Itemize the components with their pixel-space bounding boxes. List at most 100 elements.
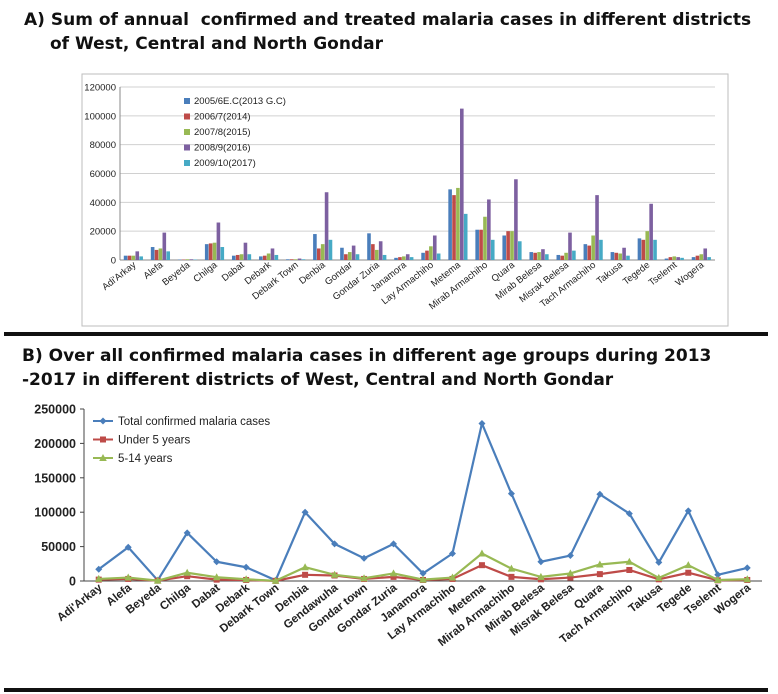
chart-b-5-14-years-point bbox=[212, 573, 221, 581]
bottom-divider bbox=[4, 688, 768, 692]
chart-a-bar bbox=[432, 235, 437, 260]
chart-a-bar bbox=[123, 255, 128, 260]
chart-b-legend-label: 5-14 years bbox=[118, 453, 173, 465]
chart-b-total-confirmed-malaria-cases-point bbox=[419, 569, 427, 577]
chart-b-total-confirmed-malaria-cases-line bbox=[98, 422, 748, 582]
chart-a-bar bbox=[668, 257, 673, 260]
chart-a-bar bbox=[637, 238, 642, 260]
chart-b-5-14-years-point bbox=[153, 576, 162, 584]
chart-b-x-tick-label: Adi'Arkay bbox=[55, 582, 105, 625]
chart-a-bar bbox=[220, 247, 225, 260]
chart-a-bar bbox=[587, 245, 592, 260]
chart-a-legend-swatch bbox=[184, 129, 190, 135]
chart-b-under-5-years-point bbox=[302, 571, 309, 578]
chart-a-bar bbox=[402, 256, 406, 260]
chart-a-bar bbox=[367, 233, 371, 260]
chart-a-bar bbox=[707, 257, 711, 260]
chart-a-bar bbox=[301, 259, 306, 260]
chart-a-bar bbox=[259, 256, 263, 260]
chart-b-total-confirmed-malaria-cases-point bbox=[625, 510, 633, 518]
chart-a-bar bbox=[247, 254, 252, 260]
chart-a-bar bbox=[270, 248, 275, 260]
chart-a-bar bbox=[297, 258, 302, 260]
chart-b-total-confirmed-malaria-cases-point bbox=[743, 564, 751, 572]
panel-a-title-line2: of West, Central and North Gondar bbox=[50, 34, 383, 54]
chart-a-bar bbox=[572, 250, 576, 260]
chart-a-bar bbox=[541, 249, 545, 260]
chart-a-bar bbox=[490, 239, 495, 260]
chart-a-bar bbox=[610, 252, 615, 260]
chart-a-bar bbox=[131, 255, 136, 260]
chart-a-bar bbox=[460, 108, 464, 260]
chart-a-bar bbox=[266, 253, 271, 260]
chart-a-bar bbox=[691, 257, 696, 260]
chart-b-5-14-years-point bbox=[183, 568, 191, 576]
chart-b-5-14-years-point bbox=[301, 563, 309, 571]
chart-b-total-confirmed-malaria-cases-point bbox=[390, 540, 398, 548]
chart-b-5-14-years-point bbox=[360, 574, 368, 582]
panel-b-title-line1: B) Over all confirmed malaria cases in d… bbox=[22, 346, 712, 366]
chart-b-5-14-years-point bbox=[448, 573, 457, 581]
chart-a-x-tick-label: Beyeda bbox=[160, 259, 193, 288]
chart-a-bar bbox=[243, 242, 248, 260]
chart-b-under-5-years-point bbox=[478, 562, 485, 569]
chart-b-5-14-years-point bbox=[596, 560, 604, 568]
chart-a-bar bbox=[695, 255, 700, 260]
chart-b-5-14-years-point bbox=[684, 561, 693, 569]
chart-b-total-confirmed-malaria-cases-point bbox=[301, 508, 309, 516]
chart-a-bar bbox=[135, 251, 140, 260]
chart-b-5-14-years-point bbox=[271, 576, 280, 584]
chart-a-bar bbox=[487, 199, 491, 260]
chart-b-total-confirmed-malaria-cases-point bbox=[507, 490, 515, 498]
chart-b-total-confirmed-malaria-cases-point bbox=[331, 540, 339, 548]
chart-a-bar bbox=[429, 246, 433, 260]
chart-b-total-confirmed-malaria-cases-point bbox=[596, 490, 604, 498]
chart-a-y-tick-label: 60000 bbox=[90, 169, 116, 180]
chart-a-bar bbox=[166, 251, 171, 260]
chart-a-bar bbox=[204, 244, 209, 260]
chart-a-bar bbox=[398, 257, 402, 260]
chart-a-legend-label: 2009/10(2017) bbox=[194, 158, 256, 169]
chart-b-y-tick-label: 50000 bbox=[41, 540, 76, 554]
chart-b-y-tick-label: 0 bbox=[69, 575, 76, 589]
chart-b-legend-marker bbox=[100, 436, 106, 443]
chart-a-bar bbox=[556, 254, 561, 260]
chart-a-bar bbox=[351, 245, 356, 260]
chart-a-legend-label: 2006/7(2014) bbox=[194, 112, 251, 123]
chart-b-under-5-years-point bbox=[596, 571, 603, 578]
chart-a-bar bbox=[622, 247, 626, 260]
chart-b-total-confirmed-malaria-cases-point bbox=[655, 558, 663, 566]
chart-a-bar bbox=[506, 231, 510, 260]
chart-b-5-14-years-point bbox=[330, 570, 339, 578]
chart-a-bar bbox=[154, 249, 159, 260]
chart-a-x-tick-label: Takusa bbox=[595, 259, 626, 287]
chart-b-5-14-years-point bbox=[94, 574, 103, 582]
chart-b-5-14-years-point bbox=[478, 549, 486, 557]
chart-a-frame bbox=[81, 73, 729, 327]
chart-b-5-14-years-point bbox=[743, 575, 752, 583]
chart-b-total-confirmed-malaria-cases-point bbox=[684, 507, 692, 515]
chart-b-y-tick-label: 200000 bbox=[34, 437, 76, 451]
chart-a-legend-label: 2005/6E.C(2013 G.C) bbox=[194, 96, 286, 107]
chart-b-under-5-years-point bbox=[390, 573, 397, 580]
chart-a-bar bbox=[452, 195, 456, 260]
chart-a-bar bbox=[374, 249, 379, 260]
chart-b-5-14-years-point bbox=[242, 575, 250, 583]
chart-b-total-confirmed-malaria-cases-point bbox=[478, 419, 486, 427]
chart-a-x-tick-label: Adi'Arkay bbox=[100, 260, 138, 293]
chart-a-bar bbox=[649, 203, 653, 260]
panel-b-title: B) Over all confirmed malaria cases in d… bbox=[22, 344, 772, 392]
chart-a-bar bbox=[514, 179, 518, 260]
chart-a-bar bbox=[672, 256, 677, 260]
chart-a-bar bbox=[533, 252, 537, 260]
chart-b-5-14-years-point bbox=[537, 572, 545, 580]
chart-a-bar bbox=[463, 213, 468, 260]
chart-a-y-tick-label: 20000 bbox=[90, 227, 116, 238]
chart-a-bar bbox=[448, 189, 452, 260]
chart-b-under-5-years-point bbox=[567, 574, 574, 581]
chart-a-bar bbox=[150, 247, 155, 260]
bar-chart-annual-cases: 0 20000 40000 60000 80000 100000 120000 Adi'Ark… bbox=[81, 73, 729, 327]
chart-a-y-tick-label: 0 bbox=[111, 256, 116, 267]
chart-a-bar bbox=[239, 254, 244, 260]
chart-a-bar bbox=[289, 259, 294, 260]
